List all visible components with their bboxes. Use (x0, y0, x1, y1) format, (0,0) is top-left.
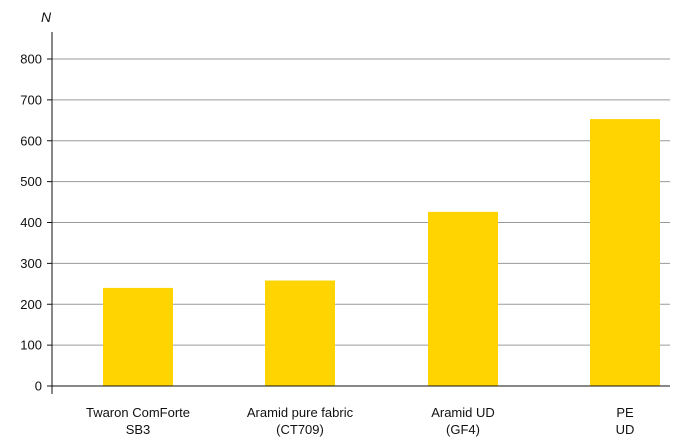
y-tick-label: 200 (20, 297, 42, 312)
y-tick-label: 500 (20, 174, 42, 189)
x-category-label-line: SB3 (126, 422, 151, 437)
bar (590, 119, 660, 387)
x-category-label: Aramid pure fabric (CT709) (247, 405, 354, 437)
x-category-label-line: Aramid UD (431, 405, 495, 420)
y-tick-label: 700 (20, 92, 42, 107)
x-category-labels: Twaron ComForte SB3 Aramid pure fabric (CT7… (86, 405, 634, 437)
x-category-label-line: (GF4) (446, 422, 480, 437)
axes (47, 32, 670, 394)
y-axis-unit-label: N (41, 9, 52, 25)
y-tick-label: 400 (20, 215, 42, 230)
x-category-label-line: PE (616, 405, 634, 420)
x-category-label: Aramid UD (GF4) (431, 405, 495, 437)
y-tick-label: 0 (35, 379, 42, 394)
y-tick-label: 800 (20, 52, 42, 67)
y-tick-label: 100 (20, 338, 42, 353)
x-category-label-line: UD (616, 422, 635, 437)
y-tick-label: 600 (20, 133, 42, 148)
bar (103, 287, 173, 386)
x-category-label: PE UD (616, 405, 635, 437)
bars (103, 119, 660, 387)
y-tick-labels: 0 100 200 300 400 500 600 700 800 (20, 52, 42, 394)
bar (265, 280, 335, 386)
x-category-label-line: (CT709) (276, 422, 324, 437)
x-category-label: Twaron ComForte SB3 (86, 405, 190, 437)
y-tick-label: 300 (20, 256, 42, 271)
bar (428, 211, 498, 386)
x-category-label-line: Twaron ComForte (86, 405, 190, 420)
x-category-label-line: Aramid pure fabric (247, 405, 354, 420)
